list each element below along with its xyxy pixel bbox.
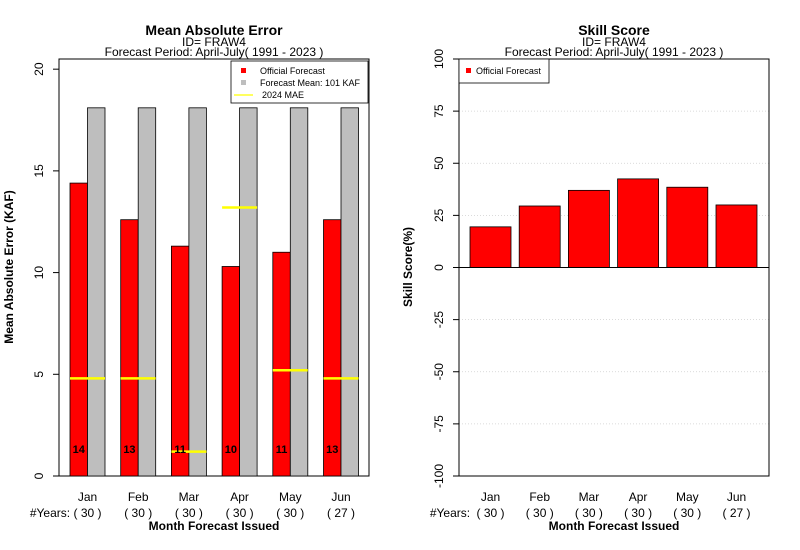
mae-years-value: ( 27 ) — [327, 506, 355, 520]
mae-y-tick-label: 5 — [32, 371, 46, 378]
skill-official-bar — [568, 189, 610, 268]
skill-years-value: ( 30 ) — [624, 506, 652, 520]
skill-years-value: ( 30 ) — [526, 506, 554, 520]
mae-official-bar — [323, 219, 342, 477]
skill-years-label: #Years: — [430, 506, 470, 520]
mae-years-value: ( 30 ) — [175, 506, 203, 520]
mae-y-tick-label: 0 — [32, 472, 46, 479]
skill-x-tick-label: Mar — [579, 490, 600, 504]
mae-bar-count-label: 11 — [174, 444, 186, 456]
mae-official-bar — [69, 182, 88, 477]
mae-bar-count-label: 14 — [73, 444, 86, 456]
mae-legend-mean-swatch — [241, 80, 246, 85]
mae-y-tick-label: 15 — [32, 164, 46, 178]
mae-title: Mean Absolute Error — [145, 22, 283, 38]
mae-legend-2024-label: 2024 MAE — [262, 90, 304, 100]
mae-x-axis-label: Month Forecast Issued — [149, 519, 280, 533]
skill-legend-official-swatch — [466, 68, 471, 73]
skill-y-axis-label: Skill Score(%) — [401, 227, 415, 307]
mae-x-tick-label: Feb — [128, 490, 149, 504]
mae-bar-count-label: 11 — [276, 444, 288, 456]
skill-y-tick-label: -100 — [432, 464, 446, 488]
skill-official-bar — [518, 205, 561, 268]
mae-official-bar — [170, 245, 190, 477]
mae-forecast-mean-bar — [239, 107, 258, 477]
skill-subtitle-id: ID= FRAW4 — [582, 35, 646, 49]
skill-y-tick-label: 100 — [432, 49, 446, 69]
mae-official-bar — [120, 219, 139, 477]
mae-legend-mean-label: Forecast Mean: 101 KAF — [260, 78, 361, 88]
skill-years-value: ( 30 ) — [575, 506, 603, 520]
mae-official-bar — [272, 251, 291, 477]
skill-official-bar — [617, 178, 659, 268]
mae-forecast-mean-bar — [87, 107, 106, 477]
skill-panel: Skill Score ID= FRAW4 Forecast Period: A… — [401, 22, 770, 533]
mae-x-tick-label: May — [279, 490, 302, 504]
mae-legend-official-swatch — [241, 68, 246, 73]
mae-bar-count-label: 10 — [225, 444, 237, 456]
skill-x-tick-label: May — [676, 490, 699, 504]
mae-subtitle-period: Forecast Period: April-July( 1991 - 2023… — [105, 45, 324, 59]
mae-subtitle-id: ID= FRAW4 — [182, 35, 246, 49]
skill-official-bar — [666, 186, 709, 268]
skill-legend-official-label: Official Forecast — [476, 66, 541, 76]
mae-legend-box — [230, 60, 369, 104]
skill-years-value: ( 27 ) — [722, 506, 750, 520]
mae-y-axis-label: Mean Absolute Error (KAF) — [2, 190, 16, 344]
mae-x-tick-label: Mar — [179, 490, 200, 504]
skill-x-axis-label: Month Forecast Issued — [549, 519, 680, 533]
mae-bar-count-label: 13 — [326, 444, 338, 456]
mae-years-label: #Years: — [30, 506, 70, 520]
mae-y-tick-label: 10 — [32, 266, 46, 280]
skill-official-bar — [715, 204, 758, 268]
mae-x-tick-label: Jun — [331, 490, 350, 504]
skill-x-tick-label: Apr — [629, 490, 648, 504]
mae-forecast-mean-bar — [188, 107, 207, 477]
mae-bar-count-label: 13 — [123, 444, 135, 456]
mae-x-tick-label: Apr — [230, 490, 249, 504]
mae-plot-frame — [58, 58, 370, 477]
skill-official-bar — [469, 226, 512, 268]
skill-x-tick-label: Feb — [529, 490, 550, 504]
skill-years-value: ( 30 ) — [673, 506, 701, 520]
skill-subtitle-period: Forecast Period: April-July( 1991 - 2023… — [505, 45, 724, 59]
mae-forecast-mean-bar — [137, 107, 157, 477]
skill-y-tick-label: 75 — [432, 104, 446, 118]
skill-x-tick-label: Jun — [727, 490, 746, 504]
mae-x-tick-label: Jan — [78, 490, 97, 504]
mae-years-value: ( 30 ) — [124, 506, 152, 520]
mae-panel: Mean Absolute Error ID= FRAW4 Forecast P… — [2, 22, 370, 533]
skill-y-tick-label: 50 — [432, 156, 446, 170]
skill-y-tick-label: -75 — [432, 415, 446, 433]
skill-legend-box — [458, 58, 550, 84]
mae-years-value: ( 30 ) — [276, 506, 304, 520]
skill-title: Skill Score — [578, 22, 650, 38]
mae-forecast-mean-bar — [289, 107, 309, 477]
skill-y-tick-label: 25 — [432, 208, 446, 222]
skill-y-tick-label: -50 — [432, 363, 446, 381]
mae-legend-official-label: Official Forecast — [260, 66, 325, 76]
mae-y-tick-label: 20 — [32, 62, 46, 76]
mae-years-value: ( 30 ) — [226, 506, 254, 520]
mae-forecast-mean-bar — [340, 107, 359, 477]
skill-y-tick-label: -25 — [432, 311, 446, 329]
skill-y-tick-label: 0 — [432, 264, 446, 271]
skill-years-value: ( 30 ) — [476, 506, 504, 520]
skill-x-tick-label: Jan — [481, 490, 500, 504]
mae-years-value: ( 30 ) — [73, 506, 101, 520]
